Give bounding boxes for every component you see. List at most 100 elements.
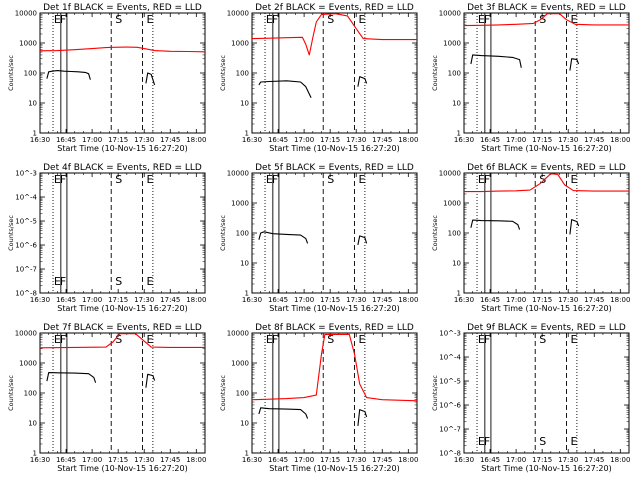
marker-label: E: [146, 13, 153, 26]
events-series-segment: [46, 70, 91, 80]
y-tick-label: 1: [33, 450, 37, 458]
x-tick-label: 17:30: [134, 136, 154, 144]
x-tick-label: 17:00: [82, 136, 102, 144]
panel-8: Det 8f BLACK = Events, RED = LLD 16:30 16:…: [219, 323, 418, 473]
y-tick-label: 10^-6: [439, 402, 461, 410]
y-tick-label: 10^-5: [439, 378, 461, 386]
events-series-segment: [470, 54, 522, 68]
marker-label: E: [570, 173, 577, 186]
x-tick-label: 17:30: [134, 456, 154, 464]
plot-frame: [463, 332, 630, 454]
x-tick-label: 16:30: [454, 456, 474, 464]
marker-label-lower: E: [54, 275, 61, 288]
y-tick-label: 10000: [227, 330, 249, 338]
x-tick-label: 16:45: [480, 296, 500, 304]
y-tick-label: 100: [448, 230, 461, 238]
plot-frame: [39, 172, 206, 294]
y-tick-label: 10000: [227, 170, 249, 178]
y-tick-label: 100: [236, 230, 249, 238]
x-tick-label: 17:15: [320, 136, 340, 144]
y-tick-label: 1: [457, 130, 461, 138]
marker-label: E: [54, 13, 61, 26]
panel-5: Det 5f BLACK = Events, RED = LLD 16:30 16:…: [219, 163, 418, 313]
y-tick-label: 10^-7: [15, 266, 37, 274]
y-tick-label: 10: [28, 420, 37, 428]
panel-title: Det 5f BLACK = Events, RED = LLD: [255, 163, 414, 173]
marker-label: E: [358, 173, 365, 186]
marker-label: E: [54, 333, 61, 346]
marker-label: E: [478, 333, 485, 346]
panel-2: Det 2f BLACK = Events, RED = LLD 16:30 16:…: [219, 3, 418, 153]
x-tick-label: 18:00: [398, 296, 418, 304]
x-axis-label: Start Time (10-Nov-15 16:27:20): [269, 144, 399, 153]
y-tick-label: 100: [236, 70, 249, 78]
events-series-segment: [569, 219, 580, 235]
x-tick-label: 16:45: [268, 296, 288, 304]
y-tick-label: 10: [452, 100, 461, 108]
panel-3: Det 3f BLACK = Events, RED = LLD 16:30 16:…: [431, 3, 630, 153]
x-tick-label: 16:30: [30, 456, 50, 464]
x-tick-label: 18:00: [610, 296, 630, 304]
events-series-segment: [258, 231, 309, 244]
marker-label: E: [54, 173, 61, 186]
marker-label-lower: F: [60, 275, 66, 288]
y-tick-label: 1000: [231, 200, 249, 208]
marker-label: F: [484, 333, 490, 346]
panel-title: Det 9f BLACK = Events, RED = LLD: [467, 323, 626, 333]
panel-9: Det 9f BLACK = Events, RED = LLD 16:30 16:…: [431, 323, 630, 473]
x-tick-label: 17:30: [346, 296, 366, 304]
marker-label: F: [484, 173, 490, 186]
marker-label: S: [539, 333, 546, 346]
marker-label-lower: E: [478, 435, 485, 448]
panel-7: Det 7f BLACK = Events, RED = LLD 16:30 16:…: [7, 323, 206, 473]
marker-label: F: [60, 173, 66, 186]
x-tick-label: 16:45: [268, 136, 288, 144]
x-tick-label: 17:45: [372, 296, 392, 304]
marker-label: E: [146, 173, 153, 186]
x-tick-label: 17:00: [82, 456, 102, 464]
lld-series-segment: [251, 13, 417, 56]
x-tick-label: 17:30: [558, 456, 578, 464]
marker-label: F: [60, 333, 66, 346]
marker-label: S: [115, 13, 122, 26]
x-tick-label: 17:15: [320, 456, 340, 464]
y-tick-label: 1000: [231, 360, 249, 368]
y-tick-label: 10000: [439, 10, 461, 18]
y-tick-label: 10: [240, 420, 249, 428]
x-tick-label: 17:00: [506, 296, 526, 304]
y-tick-label: 1: [33, 130, 37, 138]
y-tick-label: 1000: [231, 40, 249, 48]
x-tick-label: 17:00: [294, 456, 314, 464]
y-tick-label: 1: [457, 290, 461, 298]
y-tick-label: 1000: [443, 200, 461, 208]
y-axis-label: Counts/sec: [219, 215, 227, 251]
marker-label: E: [266, 13, 273, 26]
x-tick-label: 16:30: [30, 296, 50, 304]
panel-title: Det 8f BLACK = Events, RED = LLD: [255, 323, 414, 333]
panel-1: Det 1f BLACK = Events, RED = LLD 16:30 16:…: [7, 3, 206, 153]
x-axis-label: Start Time (10-Nov-15 16:27:20): [269, 304, 399, 313]
x-tick-label: 17:15: [320, 296, 340, 304]
marker-label: F: [272, 173, 278, 186]
y-tick-label: 1000: [443, 40, 461, 48]
x-tick-label: 17:30: [558, 136, 578, 144]
x-tick-label: 18:00: [398, 456, 418, 464]
y-tick-label: 1: [245, 450, 249, 458]
panel-4: Det 4f BLACK = Events, RED = LLD 16:30 16:…: [7, 163, 206, 313]
x-tick-label: 16:45: [268, 456, 288, 464]
x-tick-label: 17:00: [506, 456, 526, 464]
x-tick-label: 17:45: [584, 456, 604, 464]
panel-6: Det 6f BLACK = Events, RED = LLD 16:30 16:…: [431, 163, 630, 313]
marker-label-lower: F: [484, 435, 490, 448]
x-tick-label: 16:45: [56, 456, 76, 464]
x-tick-label: 18:00: [398, 136, 418, 144]
y-tick-label: 10^-8: [439, 450, 461, 458]
x-tick-label: 17:45: [160, 456, 180, 464]
x-axis-label: Start Time (10-Nov-15 16:27:20): [57, 144, 187, 153]
x-tick-label: 17:00: [82, 296, 102, 304]
y-tick-label: 10^-6: [15, 242, 37, 250]
marker-label: E: [266, 333, 273, 346]
x-axis-label: Start Time (10-Nov-15 16:27:20): [481, 304, 611, 313]
x-tick-label: 17:15: [108, 136, 128, 144]
y-tick-label: 1000: [19, 360, 37, 368]
